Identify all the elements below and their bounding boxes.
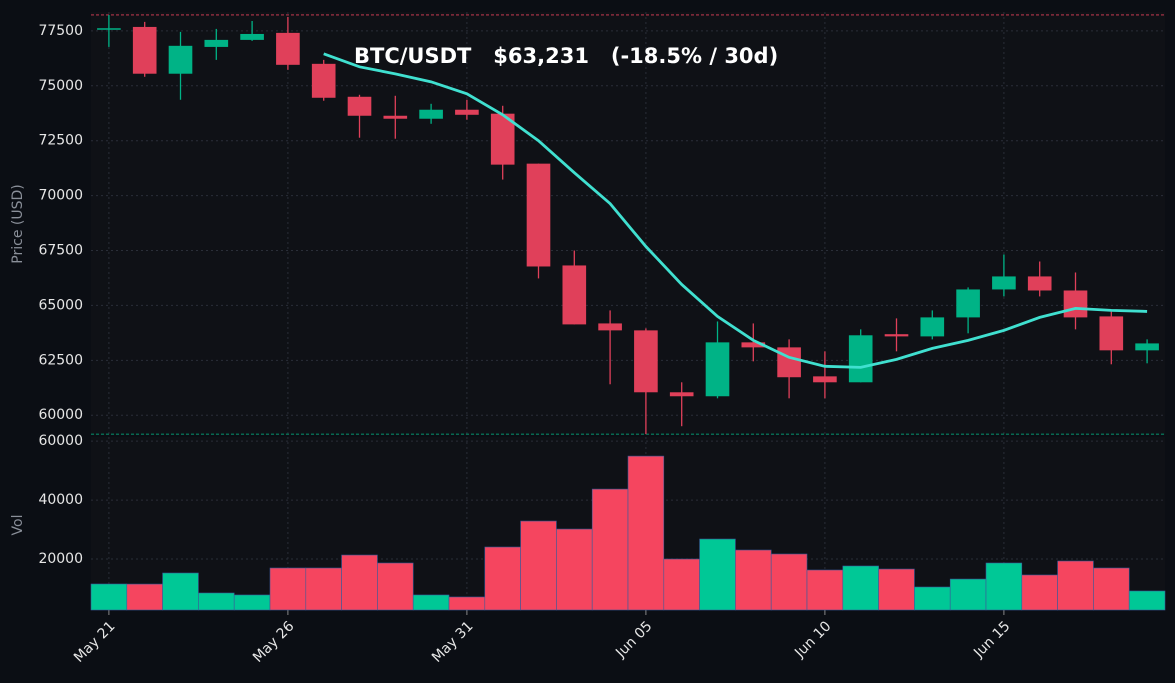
volume-bar bbox=[591, 488, 629, 611]
x-tick-label: Jun 10 bbox=[791, 618, 834, 661]
candle-body bbox=[634, 330, 658, 393]
candle-body bbox=[276, 32, 300, 65]
volume-bar bbox=[233, 594, 271, 611]
x-tick-label: May 26 bbox=[250, 618, 298, 666]
y-tick-label: 77500 bbox=[38, 23, 83, 39]
candle-body bbox=[204, 39, 229, 47]
candle-body bbox=[562, 265, 587, 325]
x-tick-label: Jun 05 bbox=[612, 618, 655, 661]
candle-body bbox=[777, 347, 801, 378]
candle-body bbox=[669, 392, 694, 397]
volume-bar bbox=[985, 562, 1023, 611]
candle-body bbox=[705, 342, 730, 397]
volume-bar bbox=[949, 578, 987, 611]
volume-bar bbox=[878, 568, 915, 611]
volume-bar bbox=[842, 565, 879, 611]
x-tick-label: May 31 bbox=[429, 618, 477, 666]
y-tick-label: 62500 bbox=[38, 352, 83, 368]
volume-bar bbox=[412, 594, 450, 611]
candle-body bbox=[526, 163, 551, 267]
volume-bar bbox=[914, 586, 951, 611]
y-tick-label: 67500 bbox=[38, 243, 83, 259]
candle-body bbox=[311, 63, 336, 98]
volume-bar bbox=[1093, 567, 1130, 611]
y-tick-label: 72500 bbox=[38, 133, 83, 149]
volume-bar bbox=[556, 528, 593, 611]
candle-body bbox=[132, 26, 157, 74]
volume-bar bbox=[305, 567, 342, 611]
candle-body bbox=[598, 323, 622, 331]
candle-body bbox=[920, 317, 945, 337]
volume-bar bbox=[377, 562, 414, 611]
candle-body bbox=[347, 96, 372, 116]
volume-bar bbox=[663, 558, 700, 611]
candle-body bbox=[848, 335, 873, 383]
y-tick-label: 70000 bbox=[38, 188, 83, 204]
candle-body bbox=[1027, 276, 1052, 291]
x-tick-label: May 21 bbox=[71, 618, 119, 666]
x-tick-label: Jun 15 bbox=[970, 618, 1013, 661]
candle-body bbox=[383, 115, 408, 119]
volume-bar bbox=[198, 592, 235, 611]
moving-average-line bbox=[323, 52, 1148, 369]
y-tick-label: 75000 bbox=[38, 78, 83, 94]
y-tick-label: 40000 bbox=[38, 492, 83, 508]
candle-body bbox=[741, 342, 766, 348]
candle-body bbox=[813, 376, 837, 383]
volume-bar bbox=[162, 572, 199, 611]
volume-bar bbox=[1021, 574, 1058, 611]
candle-body bbox=[1135, 343, 1159, 351]
y-tick-label: 60000 bbox=[38, 407, 83, 423]
candle-body bbox=[1063, 290, 1088, 318]
volume-bar bbox=[269, 567, 307, 611]
candle-body bbox=[884, 334, 909, 337]
volume-bar bbox=[448, 596, 486, 611]
volume-axis-label: Vol bbox=[10, 515, 26, 536]
y-tick-label: 65000 bbox=[38, 297, 83, 313]
y-tick-label: 20000 bbox=[38, 551, 83, 567]
candle-body bbox=[97, 28, 121, 30]
candle-body bbox=[455, 109, 479, 115]
volume-bar bbox=[1057, 560, 1094, 611]
volume-bar bbox=[520, 520, 557, 611]
chart-title: BTC/USDT $63,231 (-18.5% / 30d) bbox=[354, 44, 778, 68]
volume-bar bbox=[1128, 590, 1166, 611]
volume-bar bbox=[90, 583, 128, 611]
volume-bar bbox=[341, 554, 378, 611]
candle-body bbox=[419, 109, 443, 119]
candle-body bbox=[1099, 316, 1124, 351]
volume-bar bbox=[699, 538, 736, 611]
candle-body bbox=[956, 289, 980, 318]
candle-body bbox=[240, 33, 264, 40]
candle-body bbox=[490, 113, 515, 165]
volume-bar bbox=[484, 546, 521, 611]
volume-bar bbox=[735, 549, 772, 611]
y-tick-label: 60000 bbox=[38, 433, 83, 449]
volume-bar bbox=[627, 455, 665, 611]
candle-body bbox=[992, 276, 1016, 290]
volume-bar bbox=[770, 553, 808, 611]
candle-body bbox=[168, 45, 193, 74]
volume-bar bbox=[806, 569, 844, 611]
y-axis-label: Price (USD) bbox=[10, 184, 26, 263]
volume-bar bbox=[126, 583, 163, 611]
